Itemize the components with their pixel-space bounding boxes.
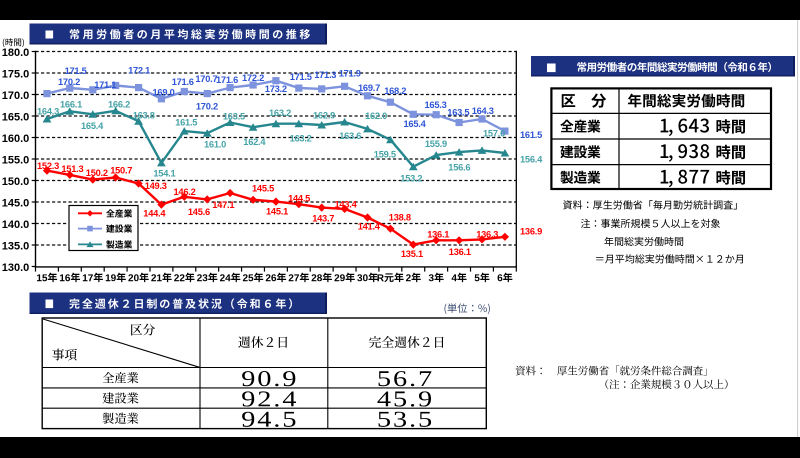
svg-text:140.0: 140.0 (2, 219, 30, 231)
svg-text:145.1: 145.1 (266, 206, 288, 216)
svg-text:166.2: 166.2 (108, 99, 130, 109)
svg-text:163.2: 163.2 (290, 133, 312, 143)
svg-text:144.5: 144.5 (288, 193, 310, 203)
svg-text:170.0: 170.0 (2, 90, 30, 102)
svg-text:136.1: 136.1 (427, 229, 449, 239)
svg-text:145.5: 145.5 (252, 183, 274, 193)
svg-text:162.0: 162.0 (365, 111, 387, 121)
svg-text:165.3: 165.3 (424, 100, 446, 110)
svg-text:160.0: 160.0 (2, 133, 30, 145)
svg-text:171.6: 171.6 (172, 77, 194, 87)
svg-text:152.3: 152.3 (37, 161, 59, 171)
svg-text:165.4: 165.4 (403, 119, 426, 129)
svg-text:156.6: 156.6 (448, 163, 470, 173)
svg-text:165.4: 165.4 (81, 121, 104, 131)
svg-text:175.0: 175.0 (2, 69, 30, 81)
svg-text:155.9: 155.9 (425, 139, 447, 149)
svg-text:145.6: 145.6 (188, 207, 210, 217)
svg-text:146.2: 146.2 (173, 187, 195, 197)
svg-text:171.1: 171.1 (94, 80, 116, 90)
svg-text:164.3: 164.3 (37, 106, 59, 116)
svg-text:170.2: 170.2 (196, 101, 218, 111)
svg-text:171.3: 171.3 (314, 70, 336, 80)
svg-text:153.2: 153.2 (400, 173, 422, 183)
svg-text:163.5: 163.5 (447, 108, 469, 118)
svg-text:155.0: 155.0 (2, 155, 30, 167)
svg-text:149.3: 149.3 (145, 181, 167, 191)
svg-text:147.1: 147.1 (212, 200, 234, 210)
svg-text:143.4: 143.4 (334, 200, 357, 210)
svg-text:161.5: 161.5 (175, 118, 197, 128)
svg-text:172.1: 172.1 (128, 65, 150, 75)
svg-text:161.5: 161.5 (520, 130, 542, 140)
svg-text:163.2: 163.2 (269, 108, 291, 118)
svg-text:163.6: 163.6 (339, 131, 361, 141)
svg-text:171.6: 171.6 (216, 75, 238, 85)
svg-text:163.8: 163.8 (133, 111, 155, 121)
svg-text:173.2: 173.2 (265, 84, 287, 94)
svg-text:161.0: 161.0 (204, 140, 226, 150)
svg-text:169.0: 169.0 (152, 87, 174, 97)
svg-text:136.3: 136.3 (476, 229, 498, 239)
svg-text:156.4: 156.4 (520, 155, 543, 165)
svg-text:168.2: 168.2 (384, 86, 406, 96)
svg-text:159.5: 159.5 (374, 150, 396, 160)
svg-text:150.2: 150.2 (86, 168, 108, 178)
svg-text:135.1: 135.1 (401, 249, 423, 259)
svg-text:169.7: 169.7 (358, 83, 380, 93)
svg-text:150.7: 150.7 (110, 165, 132, 175)
svg-text:154.1: 154.1 (153, 168, 175, 178)
svg-text:130.0: 130.0 (2, 262, 30, 274)
svg-text:143.7: 143.7 (312, 214, 334, 224)
svg-text:144.4: 144.4 (143, 208, 166, 218)
svg-text:163.5: 163.5 (223, 111, 245, 121)
svg-text:150.0: 150.0 (2, 176, 30, 188)
svg-text:145.0: 145.0 (2, 198, 30, 210)
svg-text:166.1: 166.1 (60, 99, 82, 109)
svg-text:171.5: 171.5 (290, 72, 312, 82)
svg-text:171.9: 171.9 (339, 69, 361, 79)
svg-text:170.2: 170.2 (58, 77, 80, 87)
svg-text:157.0: 157.0 (483, 128, 505, 138)
svg-text:162.9: 162.9 (313, 110, 335, 120)
svg-text:162.4: 162.4 (243, 137, 266, 147)
svg-text:164.3: 164.3 (472, 106, 494, 116)
svg-text:136.1: 136.1 (449, 247, 471, 257)
svg-text:172.2: 172.2 (242, 73, 264, 83)
svg-text:165.0: 165.0 (2, 112, 30, 124)
svg-text:135.0: 135.0 (2, 241, 30, 253)
svg-text:151.3: 151.3 (61, 164, 83, 174)
svg-text:170.7: 170.7 (195, 74, 217, 84)
svg-text:138.8: 138.8 (389, 213, 411, 223)
svg-text:171.5: 171.5 (65, 66, 87, 76)
svg-text:136.9: 136.9 (520, 227, 542, 237)
svg-text:180.0: 180.0 (2, 47, 30, 59)
svg-text:141.4: 141.4 (358, 221, 381, 231)
